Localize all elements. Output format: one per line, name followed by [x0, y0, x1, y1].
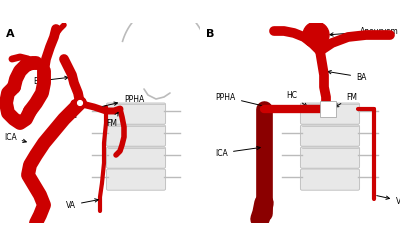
Circle shape — [303, 22, 329, 48]
Circle shape — [74, 97, 86, 108]
Text: BA: BA — [34, 76, 68, 86]
Text: PPHA: PPHA — [103, 94, 144, 106]
Text: FM: FM — [106, 112, 118, 127]
Text: VA: VA — [66, 199, 98, 210]
FancyBboxPatch shape — [106, 125, 166, 146]
Text: BA: BA — [328, 71, 366, 81]
Text: A: A — [6, 29, 15, 39]
Circle shape — [78, 101, 82, 105]
FancyBboxPatch shape — [320, 101, 336, 117]
Text: PPHA: PPHA — [216, 92, 272, 109]
FancyBboxPatch shape — [300, 125, 360, 146]
FancyBboxPatch shape — [106, 103, 166, 124]
FancyBboxPatch shape — [300, 169, 360, 190]
Text: ICA: ICA — [4, 133, 26, 142]
FancyBboxPatch shape — [300, 103, 360, 124]
Text: ICA: ICA — [215, 146, 260, 157]
Text: B: B — [206, 29, 214, 39]
Text: HC: HC — [286, 91, 307, 107]
Text: FM: FM — [335, 92, 357, 107]
Text: HC: HC — [66, 105, 78, 120]
FancyBboxPatch shape — [106, 147, 166, 168]
Text: VA: VA — [377, 196, 400, 205]
Text: Aneurysm: Aneurysm — [330, 27, 399, 36]
FancyBboxPatch shape — [106, 169, 166, 190]
FancyBboxPatch shape — [300, 147, 360, 168]
